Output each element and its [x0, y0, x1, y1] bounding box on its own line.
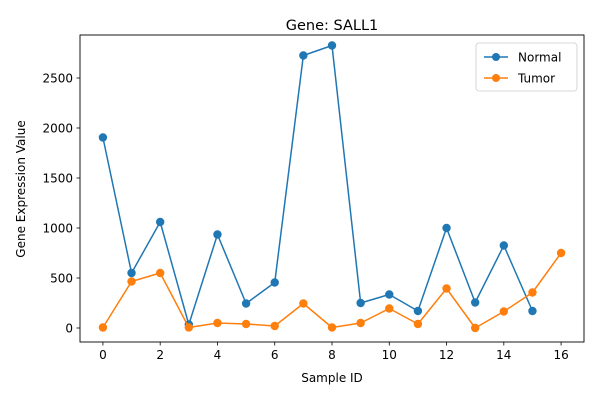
legend-tumor-label: Tumor [517, 72, 555, 86]
data-point-normal [442, 223, 451, 233]
y-tick-label: 0 [65, 321, 73, 335]
axis-ticks: 0 2 4 6 8 10 12 14 16 0 500 1000 1500 2000 2500 [42, 71, 568, 362]
legend-normal-marker [492, 53, 500, 61]
series-layer [98, 41, 566, 333]
y-tick-label: 2000 [42, 121, 73, 135]
data-point-normal [241, 299, 251, 308]
legend-frame [475, 42, 578, 92]
x-tick-label: 16 [553, 348, 568, 362]
data-point-normal [499, 241, 509, 250]
data-point-tumor [127, 277, 136, 286]
data-point-tumor [470, 323, 480, 333]
data-point-tumor [528, 288, 537, 297]
data-point-normal [155, 217, 165, 227]
y-tick-label: 1500 [42, 171, 73, 185]
data-point-normal [213, 230, 222, 239]
series-line-normal [102, 44, 534, 326]
legend-normal-label: Normal [518, 51, 561, 65]
data-point-normal [528, 306, 537, 316]
data-point-tumor [98, 323, 108, 332]
data-point-tumor [356, 318, 365, 328]
legend: Normal Tumor [475, 42, 578, 92]
y-tick-label: 1000 [42, 221, 73, 235]
data-point-tumor [413, 319, 423, 329]
data-point-tumor [270, 321, 279, 331]
plot-area-frame [79, 34, 585, 343]
x-tick-label: 10 [382, 348, 397, 362]
data-point-normal [98, 133, 108, 142]
data-point-tumor [213, 318, 222, 328]
data-point-normal [127, 268, 136, 278]
data-point-tumor [327, 323, 337, 332]
data-point-tumor [442, 284, 451, 293]
data-point-normal [299, 51, 308, 60]
x-tick-label: 2 [156, 348, 164, 362]
x-tick-label: 4 [214, 348, 222, 362]
data-point-tumor [299, 299, 308, 308]
data-point-tumor [499, 307, 509, 316]
data-point-normal [270, 278, 279, 287]
data-point-tumor [556, 248, 566, 258]
data-point-normal [385, 290, 394, 299]
data-point-normal [413, 306, 423, 316]
data-point-tumor [155, 268, 165, 278]
data-point-normal [356, 298, 365, 308]
chart-title: Gene: SALL1 [286, 18, 379, 34]
data-point-tumor [385, 304, 394, 313]
data-point-tumor [184, 323, 194, 332]
y-axis-label: Gene Expression Value [14, 120, 28, 257]
data-point-normal [470, 298, 480, 307]
x-axis-label: Sample ID [301, 371, 363, 385]
x-tick-label: 12 [439, 348, 454, 362]
y-tick-label: 2500 [42, 71, 73, 85]
data-point-tumor [241, 319, 251, 329]
x-tick-label: 14 [496, 348, 511, 362]
x-tick-label: 6 [271, 348, 279, 362]
y-tick-label: 500 [50, 271, 73, 285]
x-tick-label: 8 [328, 348, 336, 362]
x-tick-label: 0 [99, 348, 107, 362]
data-point-normal [327, 41, 337, 50]
legend-tumor-marker [492, 74, 500, 82]
